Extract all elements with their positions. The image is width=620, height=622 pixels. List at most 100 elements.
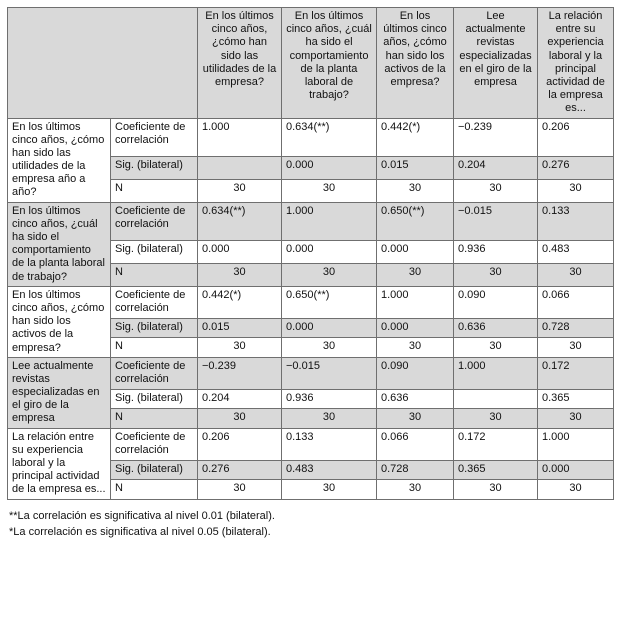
value-cell: 0.365: [453, 459, 538, 481]
n-cell: 30: [281, 178, 377, 203]
n-cell: 30: [281, 262, 377, 287]
n-cell: 30: [376, 408, 454, 429]
n-cell: 30: [281, 337, 377, 358]
column-header: Lee actualmente revistas especializadas …: [453, 7, 538, 119]
n-cell: 30: [376, 337, 454, 358]
value-cell: [453, 388, 538, 410]
value-cell: 0.442(*): [376, 117, 454, 157]
stat-label: Sig. (bilateral): [110, 155, 198, 180]
value-cell: 0.365: [537, 388, 614, 410]
value-cell: 0.276: [537, 155, 614, 180]
page: En los últimos cinco años, ¿cómo han sid…: [7, 7, 614, 541]
value-cell: 0.204: [453, 155, 538, 180]
footnote-significance-05: *La correlación es significativa al nive…: [9, 525, 271, 538]
table-row: En los últimos cinco años, ¿cuál ha sido…: [7, 201, 614, 287]
value-cell: 1.000: [453, 356, 538, 390]
value-cell: 0.172: [453, 427, 538, 461]
value-cell: 0.206: [537, 117, 614, 157]
stat-label: Coeficiente de correlación: [110, 427, 198, 461]
value-cell: 0.483: [537, 239, 614, 264]
n-cell: 30: [537, 337, 614, 358]
value-cell: 0.015: [197, 317, 282, 339]
value-cell: 0.206: [197, 427, 282, 461]
value-cell: 0.000: [376, 317, 454, 339]
value-cell: 0.000: [281, 155, 377, 180]
value-cell: [197, 155, 282, 180]
n-cell: 30: [453, 337, 538, 358]
stat-label: N: [110, 178, 198, 203]
table-row: N 30 30 30 30 30: [7, 408, 614, 429]
row-group-label: La relación entre su experiencia laboral…: [7, 427, 111, 500]
correlation-table: En los últimos cinco años, ¿cómo han sid…: [7, 7, 614, 500]
stat-label: N: [110, 479, 198, 500]
n-cell: 30: [453, 479, 538, 500]
value-cell: 0.015: [376, 155, 454, 180]
value-cell: 0.634(**): [197, 201, 282, 241]
n-cell: 30: [281, 479, 377, 500]
value-cell: 0.000: [281, 317, 377, 339]
n-cell: 30: [537, 178, 614, 203]
value-cell: 0.634(**): [281, 117, 377, 157]
value-cell: 0.636: [376, 388, 454, 410]
column-header: La relación entre su experiencia laboral…: [537, 7, 614, 119]
value-cell: 0.000: [281, 239, 377, 264]
value-cell: 0.000: [376, 239, 454, 264]
table-row: N 30 30 30 30 30: [7, 479, 614, 500]
n-cell: 30: [453, 262, 538, 287]
column-header: En los últimos cinco años, ¿cómo han sid…: [197, 7, 282, 119]
n-cell: 30: [197, 479, 282, 500]
value-cell: 0.936: [453, 239, 538, 264]
table-row: Sig. (bilateral) 0.000 0.015 0.204 0.276: [7, 155, 614, 180]
column-header: En los últimos cinco años, ¿cuál ha sido…: [281, 7, 377, 119]
value-cell: −0.015: [453, 201, 538, 241]
table-row: En los últimos cinco años, ¿cómo han sid…: [7, 117, 614, 203]
n-cell: 30: [197, 337, 282, 358]
stat-label: Sig. (bilateral): [110, 317, 198, 339]
stat-label: Sig. (bilateral): [110, 239, 198, 264]
value-cell: −0.239: [197, 356, 282, 390]
table-row: Sig. (bilateral) 0.015 0.000 0.000 0.636…: [7, 317, 614, 339]
table-row: N 30 30 30 30 30: [7, 262, 614, 287]
table-row: N 30 30 30 30 30: [7, 337, 614, 358]
stat-label: N: [110, 337, 198, 358]
value-cell: 0.936: [281, 388, 377, 410]
n-cell: 30: [453, 408, 538, 429]
value-cell: 1.000: [197, 117, 282, 157]
value-cell: 1.000: [376, 285, 454, 319]
value-cell: 0.133: [281, 427, 377, 461]
value-cell: 0.000: [197, 239, 282, 264]
footnotes: **La correlación es significativa al niv…: [7, 500, 613, 541]
n-cell: 30: [537, 408, 614, 429]
n-cell: 30: [376, 479, 454, 500]
n-cell: 30: [376, 178, 454, 203]
column-header: En los últimos cinco años, ¿cómo han sid…: [376, 7, 454, 119]
stat-label: Sig. (bilateral): [110, 459, 198, 481]
table-row: Sig. (bilateral) 0.276 0.483 0.728 0.365…: [7, 459, 614, 481]
footnote-significance-01: **La correlación es significativa al niv…: [9, 509, 275, 522]
value-cell: 1.000: [281, 201, 377, 241]
stat-label: Coeficiente de correlación: [110, 201, 198, 241]
n-cell: 30: [537, 479, 614, 500]
stat-label: Coeficiente de correlación: [110, 117, 198, 157]
value-cell: 0.728: [376, 459, 454, 481]
n-cell: 30: [197, 408, 282, 429]
n-cell: 30: [281, 408, 377, 429]
table-row: N 30 30 30 30 30: [7, 178, 614, 203]
value-cell: 0.636: [453, 317, 538, 339]
table-row: Sig. (bilateral) 0.204 0.936 0.636 0.365: [7, 388, 614, 410]
value-cell: −0.239: [453, 117, 538, 157]
value-cell: 0.650(**): [281, 285, 377, 319]
stat-label: N: [110, 262, 198, 287]
table-row: Lee actualmente revistas especializadas …: [7, 356, 614, 429]
value-cell: 0.483: [281, 459, 377, 481]
table-row: Sig. (bilateral) 0.000 0.000 0.000 0.936…: [7, 239, 614, 264]
row-group-label: En los últimos cinco años, ¿cuál ha sido…: [7, 201, 111, 287]
table-row: En los últimos cinco años, ¿cómo han sid…: [7, 285, 614, 358]
value-cell: 0.728: [537, 317, 614, 339]
row-group-label: Lee actualmente revistas especializadas …: [7, 356, 111, 429]
n-cell: 30: [453, 178, 538, 203]
corner-cell: [7, 7, 198, 119]
table-row: La relación entre su experiencia laboral…: [7, 427, 614, 500]
stat-label: Coeficiente de correlación: [110, 285, 198, 319]
row-group-label: En los últimos cinco años, ¿cómo han sid…: [7, 285, 111, 358]
